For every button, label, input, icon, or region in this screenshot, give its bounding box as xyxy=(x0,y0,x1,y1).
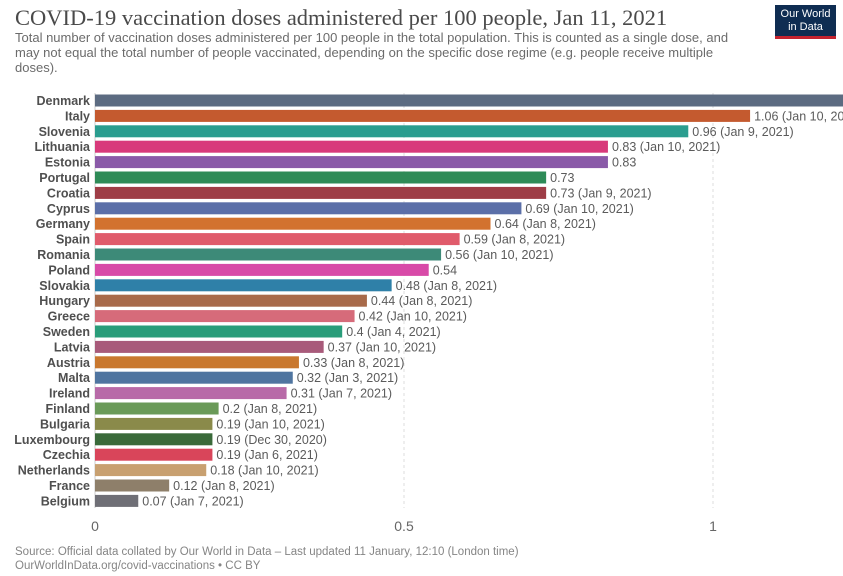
value-label: 0.32 (Jan 3, 2021) xyxy=(297,371,398,385)
bar-czechia[interactable] xyxy=(95,448,213,461)
category-label: Ireland xyxy=(49,387,90,401)
chart-footer: Source: Official data collated by Our Wo… xyxy=(15,545,519,573)
x-tick-label: 0 xyxy=(91,518,99,534)
value-label: 0.33 (Jan 8, 2021) xyxy=(303,356,404,370)
value-label: 0.2 (Jan 8, 2021) xyxy=(223,402,318,416)
bar-italy[interactable] xyxy=(95,109,751,122)
bar-lithuania[interactable] xyxy=(95,140,608,153)
bar-portugal[interactable] xyxy=(95,171,547,184)
bar-luxembourg[interactable] xyxy=(95,433,213,446)
category-label: Portugal xyxy=(39,171,90,185)
bar-poland[interactable] xyxy=(95,263,429,276)
category-label: Lithuania xyxy=(34,140,91,154)
bar-netherlands[interactable] xyxy=(95,464,207,477)
x-tick-label: 1 xyxy=(709,518,717,534)
value-label: 0.48 (Jan 8, 2021) xyxy=(396,279,497,293)
value-label: 0.37 (Jan 10, 2021) xyxy=(328,340,436,354)
source-note: Source: Official data collated by Our Wo… xyxy=(15,546,519,558)
source-url[interactable]: OurWorldInData.org/covid-vaccinations • … xyxy=(15,560,261,572)
value-label: 0.42 (Jan 10, 2021) xyxy=(359,310,467,324)
value-label: 0.83 (Jan 10, 2021) xyxy=(612,140,720,154)
category-label: Cyprus xyxy=(47,202,90,216)
bar-slovenia[interactable] xyxy=(95,125,689,138)
bar-estonia[interactable] xyxy=(95,156,608,169)
category-label: Finland xyxy=(46,402,90,416)
value-label: 0.59 (Jan 8, 2021) xyxy=(464,233,565,247)
value-label: 0.44 (Jan 8, 2021) xyxy=(371,294,472,308)
value-label: 0.73 (Jan 9, 2021) xyxy=(550,186,651,200)
value-label: 0.83 xyxy=(612,156,636,170)
owid-logo[interactable]: Our World in Data xyxy=(775,5,836,39)
bar-croatia[interactable] xyxy=(95,186,547,199)
category-label: Luxembourg xyxy=(14,433,90,447)
bar-germany[interactable] xyxy=(95,217,491,230)
value-label: 0.19 (Jan 10, 2021) xyxy=(216,417,324,431)
value-label: 0.96 (Jan 9, 2021) xyxy=(692,125,793,139)
value-label: 1.06 (Jan 10, 2021) xyxy=(754,109,843,123)
category-label: Sweden xyxy=(43,325,90,339)
bar-finland[interactable] xyxy=(95,402,219,415)
bar-hungary[interactable] xyxy=(95,294,367,307)
value-label: 0.19 (Jan 6, 2021) xyxy=(216,448,317,462)
value-label: 0.69 (Jan 10, 2021) xyxy=(525,202,633,216)
category-label: Poland xyxy=(48,263,90,277)
value-label: 0.56 (Jan 10, 2021) xyxy=(445,248,553,262)
value-label: 0.4 (Jan 4, 2021) xyxy=(346,325,441,339)
category-label: Italy xyxy=(65,109,90,123)
x-tick-label: 0.5 xyxy=(394,518,414,534)
value-label: 0.18 (Jan 10, 2021) xyxy=(210,464,318,478)
category-label: Belgium xyxy=(41,494,90,508)
chart-subtitle: Total number of vaccination doses admini… xyxy=(15,30,729,75)
value-label: 0.07 (Jan 7, 2021) xyxy=(142,494,243,508)
bar-malta[interactable] xyxy=(95,371,293,384)
category-label: France xyxy=(49,479,90,493)
bar-france[interactable] xyxy=(95,479,170,492)
category-label: Austria xyxy=(47,356,91,370)
category-label: Romania xyxy=(37,248,91,262)
bar-greece[interactable] xyxy=(95,310,355,323)
value-label: 0.31 (Jan 7, 2021) xyxy=(291,387,392,401)
bar-sweden[interactable] xyxy=(95,325,343,338)
chart-title: COVID-19 vaccination doses administered … xyxy=(15,5,668,30)
category-label: Slovakia xyxy=(39,279,91,293)
category-label: Malta xyxy=(58,371,91,385)
bar-denmark[interactable] xyxy=(95,94,843,107)
category-label: Latvia xyxy=(54,340,91,354)
bar-slovakia[interactable] xyxy=(95,279,392,292)
category-label: Slovenia xyxy=(39,125,91,139)
category-label: Spain xyxy=(56,233,90,247)
category-label: Hungary xyxy=(39,294,90,308)
bar-austria[interactable] xyxy=(95,356,299,369)
logo-line-1: Our World xyxy=(780,8,831,20)
bar-cyprus[interactable] xyxy=(95,202,522,215)
bar-latvia[interactable] xyxy=(95,340,324,353)
value-label: 0.12 (Jan 8, 2021) xyxy=(173,479,274,493)
bar-ireland[interactable] xyxy=(95,387,287,400)
bar-belgium[interactable] xyxy=(95,494,139,507)
bar-romania[interactable] xyxy=(95,248,442,261)
bar-spain[interactable] xyxy=(95,233,460,246)
category-label: Czechia xyxy=(43,448,91,462)
category-label: Germany xyxy=(36,217,90,231)
category-label: Estonia xyxy=(45,156,91,170)
value-label: 0.19 (Dec 30, 2020) xyxy=(216,433,326,447)
value-label: 0.64 (Jan 8, 2021) xyxy=(495,217,596,231)
bar-bulgaria[interactable] xyxy=(95,417,213,430)
category-label: Denmark xyxy=(37,94,91,108)
value-label: 0.54 xyxy=(433,263,457,277)
category-label: Croatia xyxy=(47,186,91,200)
category-label: Bulgaria xyxy=(40,417,91,431)
category-label: Netherlands xyxy=(18,464,90,478)
logo-line-2: in Data xyxy=(788,20,823,33)
value-label: 0.73 xyxy=(550,171,574,185)
category-label: Greece xyxy=(48,310,90,324)
